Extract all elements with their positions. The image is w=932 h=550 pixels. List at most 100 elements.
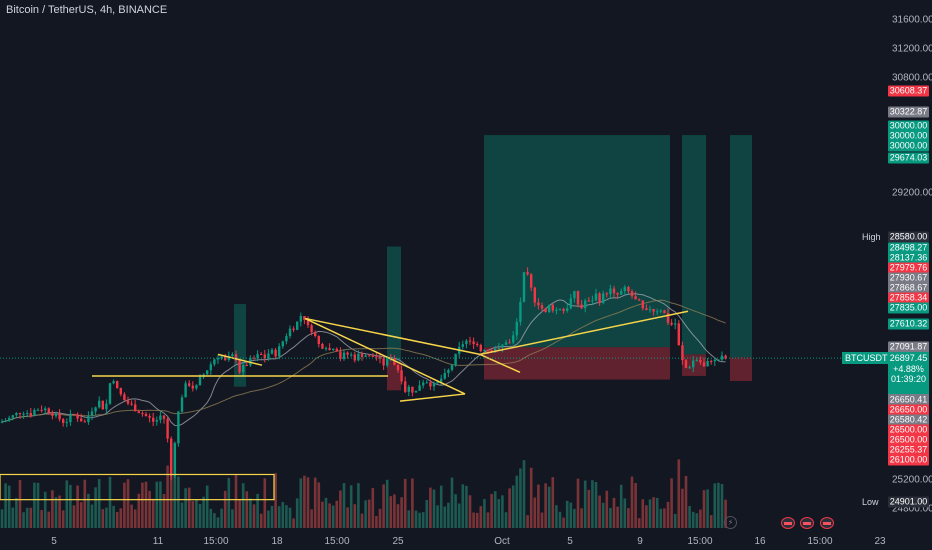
drawings bbox=[0, 310, 689, 501]
volume-bar bbox=[598, 495, 601, 528]
volume-bar bbox=[252, 504, 256, 528]
candle-body bbox=[479, 344, 482, 352]
candle-body bbox=[353, 354, 356, 361]
volume-bar bbox=[36, 482, 40, 528]
volume-bar bbox=[263, 478, 267, 528]
candle-body bbox=[364, 355, 367, 357]
chart-title: Bitcoin / TetherUS, 4h, BINANCE bbox=[6, 4, 168, 16]
candle-body bbox=[461, 344, 464, 347]
volume-bar bbox=[184, 488, 187, 528]
candle-body bbox=[252, 358, 256, 360]
candle-body bbox=[321, 343, 324, 349]
candle-body bbox=[494, 348, 497, 353]
volume-bar bbox=[177, 476, 180, 528]
candle-body bbox=[134, 404, 137, 412]
volume-bar bbox=[25, 507, 29, 528]
candle-body bbox=[188, 383, 191, 386]
candle-body bbox=[18, 412, 22, 415]
candle-body bbox=[173, 443, 176, 476]
lightning-icon[interactable]: ⚡ bbox=[724, 516, 737, 529]
candle-body bbox=[720, 355, 724, 360]
candle-body bbox=[126, 400, 130, 404]
candle-body bbox=[278, 346, 281, 357]
candle-body bbox=[706, 361, 709, 367]
volume-bar bbox=[292, 518, 295, 528]
volume-bar bbox=[468, 495, 472, 528]
volume-bar bbox=[220, 508, 223, 528]
candle-body bbox=[688, 367, 691, 369]
volume-bar bbox=[7, 485, 11, 528]
position-profit-zone bbox=[484, 135, 670, 348]
volume-bar bbox=[144, 481, 148, 528]
volume-bar bbox=[666, 501, 670, 528]
candle-body bbox=[281, 341, 284, 347]
candle-body bbox=[472, 341, 475, 344]
candle-body bbox=[537, 302, 540, 306]
volume-bar bbox=[328, 503, 331, 528]
volume-bar bbox=[335, 500, 339, 528]
volume-bar bbox=[90, 504, 94, 528]
volume-bar bbox=[673, 513, 677, 528]
candle-body bbox=[580, 304, 583, 309]
volume-bar bbox=[511, 485, 515, 528]
candle-body bbox=[105, 403, 108, 410]
y-tick-label: 24800.00 bbox=[892, 503, 932, 515]
volume-bar bbox=[180, 502, 184, 528]
volume-bar bbox=[479, 506, 483, 528]
volume-bar bbox=[213, 513, 216, 528]
candle-body bbox=[342, 352, 346, 359]
x-tick-label: 5 bbox=[51, 536, 57, 547]
price-label: 28137.36 bbox=[888, 252, 929, 264]
volume-bar bbox=[447, 502, 450, 528]
volume-bar bbox=[547, 486, 551, 528]
time-axis[interactable] bbox=[0, 530, 932, 550]
us-flag-icon[interactable] bbox=[820, 517, 834, 529]
candle-body bbox=[8, 417, 11, 421]
candle-body bbox=[371, 355, 374, 357]
candle-body bbox=[101, 400, 104, 410]
volume-bar bbox=[241, 483, 245, 528]
candle-body bbox=[663, 310, 666, 314]
us-flag-icon[interactable] bbox=[781, 517, 795, 529]
y-tick-label: 25200.00 bbox=[892, 474, 932, 486]
candle-body bbox=[270, 349, 274, 354]
candle-body bbox=[652, 309, 655, 312]
candle-body bbox=[699, 359, 702, 363]
volume-bar bbox=[619, 484, 623, 528]
candle-body bbox=[87, 415, 90, 423]
volume-bar bbox=[22, 512, 25, 528]
candle-body bbox=[710, 361, 713, 363]
us-flag-icon[interactable] bbox=[800, 517, 814, 529]
volume-bar bbox=[83, 479, 87, 528]
candle-body bbox=[634, 296, 637, 300]
candle-body bbox=[242, 365, 245, 373]
price-label: 26580.42 bbox=[888, 414, 929, 426]
volume-bar bbox=[303, 475, 306, 528]
volume-bar bbox=[119, 508, 123, 528]
moving-averages bbox=[1, 293, 726, 427]
price-change: +4.88% bbox=[893, 363, 924, 374]
volume-bar bbox=[360, 513, 364, 528]
price-label: 30000.00 bbox=[888, 130, 929, 142]
trendline bbox=[304, 317, 481, 356]
volume-bar bbox=[472, 512, 475, 528]
candle-body bbox=[616, 293, 619, 295]
candle-body bbox=[335, 348, 338, 352]
trendline bbox=[304, 317, 466, 395]
volume-bar bbox=[267, 510, 270, 528]
x-tick-label: 15:00 bbox=[203, 536, 229, 547]
candle-body bbox=[62, 419, 65, 423]
candle-body bbox=[515, 321, 518, 336]
candle-body bbox=[314, 332, 317, 336]
volume-bar bbox=[393, 494, 396, 528]
price-label: 27930.67 bbox=[888, 272, 929, 284]
volume-bar bbox=[691, 511, 695, 528]
volume-bar bbox=[173, 442, 177, 528]
volume-bar bbox=[339, 490, 342, 528]
volume-bar bbox=[421, 512, 425, 528]
candle-body bbox=[90, 411, 94, 416]
volume-bar bbox=[231, 509, 234, 528]
y-tick-label: 30800.00 bbox=[892, 72, 932, 84]
candle-body bbox=[288, 328, 292, 337]
